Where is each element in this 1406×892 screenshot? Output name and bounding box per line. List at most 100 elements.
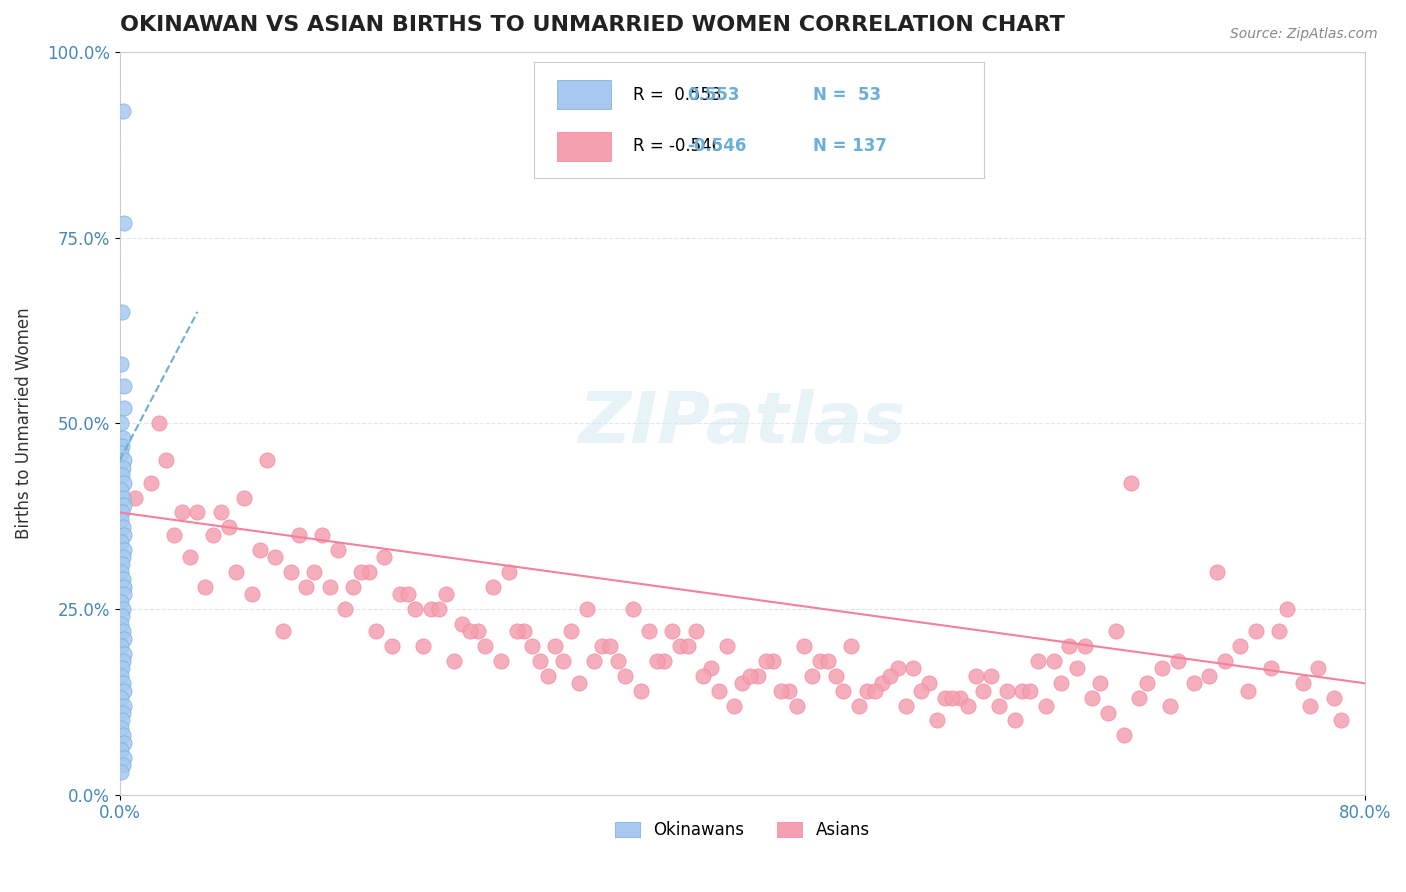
Point	[112, 379, 135, 393]
Point	[1019, 683, 1042, 698]
Point	[110, 765, 132, 780]
Point	[700, 661, 723, 675]
Point	[249, 542, 271, 557]
Point	[583, 654, 606, 668]
Point	[111, 609, 134, 624]
Point	[544, 639, 567, 653]
Point	[793, 639, 815, 653]
Point	[1136, 676, 1159, 690]
Point	[1121, 475, 1143, 490]
Point	[112, 498, 135, 512]
Point	[606, 654, 628, 668]
Point	[770, 683, 793, 698]
Point	[111, 549, 134, 564]
Point	[111, 468, 134, 483]
Point	[179, 549, 201, 564]
Point	[669, 639, 692, 653]
Bar	[557, 132, 610, 161]
Point	[568, 676, 591, 690]
Point	[553, 654, 575, 668]
Point	[111, 460, 134, 475]
Point	[872, 676, 894, 690]
Point	[934, 691, 956, 706]
Point	[111, 439, 134, 453]
Point	[910, 683, 932, 698]
Point	[972, 683, 994, 698]
Point	[124, 491, 146, 505]
Point	[817, 654, 839, 668]
Point	[111, 431, 134, 445]
Point	[1011, 683, 1033, 698]
Point	[311, 527, 333, 541]
Point	[111, 758, 134, 772]
Point	[925, 714, 948, 728]
Point	[271, 624, 294, 639]
Point	[388, 587, 411, 601]
Point	[529, 654, 551, 668]
Point	[754, 654, 776, 668]
Point	[342, 580, 364, 594]
Point	[1090, 676, 1112, 690]
Point	[637, 624, 659, 639]
Point	[110, 483, 132, 497]
Point	[489, 654, 512, 668]
Point	[302, 565, 325, 579]
Point	[630, 683, 652, 698]
Point	[467, 624, 489, 639]
Point	[808, 654, 831, 668]
Point	[443, 654, 465, 668]
Point	[887, 661, 910, 675]
Point	[111, 676, 134, 690]
Point	[879, 669, 901, 683]
Point	[170, 505, 193, 519]
Point	[112, 453, 135, 467]
Point	[373, 549, 395, 564]
Bar	[557, 79, 610, 109]
Point	[111, 558, 134, 572]
Text: 0.553: 0.553	[688, 86, 740, 103]
Point	[209, 505, 232, 519]
Point	[505, 624, 527, 639]
Point	[801, 669, 824, 683]
Point	[707, 683, 730, 698]
Point	[412, 639, 434, 653]
Point	[451, 616, 474, 631]
Point	[111, 602, 134, 616]
Point	[1152, 661, 1174, 675]
Point	[155, 453, 177, 467]
Point	[1291, 676, 1313, 690]
Point	[848, 698, 870, 713]
Point	[738, 669, 761, 683]
Point	[498, 565, 520, 579]
Point	[941, 691, 963, 706]
Point	[747, 669, 769, 683]
Point	[111, 728, 134, 742]
Text: N =  53: N = 53	[813, 86, 882, 103]
Point	[855, 683, 877, 698]
Point	[112, 632, 135, 646]
Point	[218, 520, 240, 534]
Point	[1057, 639, 1080, 653]
Point	[863, 683, 886, 698]
Text: R = -0.546: R = -0.546	[633, 137, 723, 155]
Point	[1198, 669, 1220, 683]
Point	[980, 669, 1002, 683]
Point	[326, 542, 349, 557]
Point	[381, 639, 404, 653]
Point	[186, 505, 208, 519]
Point	[839, 639, 862, 653]
Point	[676, 639, 699, 653]
Point	[319, 580, 342, 594]
Point	[111, 305, 134, 319]
Point	[163, 527, 186, 541]
Point	[110, 594, 132, 608]
Point	[1182, 676, 1205, 690]
Point	[1105, 624, 1128, 639]
Point	[110, 639, 132, 653]
Point	[1004, 714, 1026, 728]
Point	[110, 721, 132, 735]
Point	[731, 676, 754, 690]
Text: OKINAWAN VS ASIAN BIRTHS TO UNMARRIED WOMEN CORRELATION CHART: OKINAWAN VS ASIAN BIRTHS TO UNMARRIED WO…	[120, 15, 1064, 35]
Point	[148, 417, 170, 431]
Point	[111, 520, 134, 534]
